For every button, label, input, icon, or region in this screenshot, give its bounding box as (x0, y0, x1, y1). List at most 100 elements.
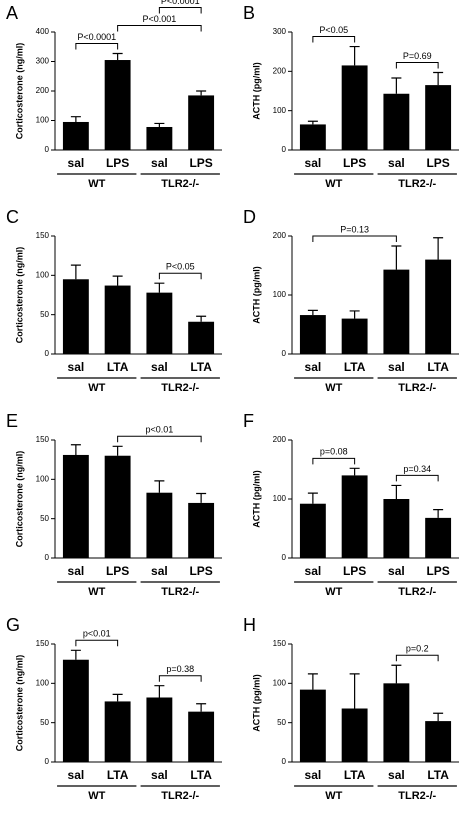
significance-label: p=0.2 (406, 644, 429, 654)
significance-label: p<0.01 (83, 629, 111, 639)
y-tick-label: 150 (36, 231, 50, 240)
y-tick-label: 0 (282, 757, 287, 766)
x-tick-label: sal (68, 156, 85, 170)
y-tick-label: 400 (36, 27, 50, 36)
bar (341, 318, 368, 354)
error-bar (112, 445, 123, 456)
group-label: TLR2-/- (161, 382, 199, 394)
y-tick-label: 0 (282, 553, 287, 562)
x-tick-label: LTA (344, 360, 366, 374)
error-bar (391, 77, 402, 94)
y-tick-label: 100 (36, 678, 50, 687)
panel-letter: B (243, 3, 255, 23)
x-tick-label: LPS (343, 156, 366, 170)
bar (62, 121, 89, 150)
bar (299, 124, 326, 150)
significance-label: P<0.0001 (161, 0, 200, 6)
x-tick-label: sal (305, 564, 322, 578)
error-bar (433, 712, 444, 722)
significance-bracket (75, 639, 119, 647)
bar (425, 259, 452, 354)
bar (104, 60, 131, 150)
y-tick-label: 200 (36, 86, 50, 95)
y-tick-label: 300 (273, 27, 287, 36)
panel-letter: A (6, 3, 18, 23)
significance-bracket (395, 474, 439, 482)
significance-bracket (312, 235, 397, 243)
y-axis-label: ACTH (pg/ml) (251, 674, 261, 732)
bar (383, 499, 410, 558)
significance-bracket (117, 25, 202, 32)
y-tick-label: 0 (45, 349, 50, 358)
x-tick-label: sal (305, 360, 322, 374)
error-bar (196, 90, 207, 96)
significance-bracket (395, 62, 439, 69)
error-bar (391, 484, 402, 499)
y-axis-label: ACTH (pg/ml) (251, 266, 261, 324)
y-tick-label: 100 (273, 290, 287, 299)
y-tick-label: 0 (45, 553, 50, 562)
bar (188, 711, 215, 762)
bar (188, 95, 215, 150)
x-tick-label: LPS (426, 156, 449, 170)
significance-label: p=0.34 (403, 464, 431, 474)
x-tick-label: sal (68, 768, 85, 782)
bar (62, 659, 89, 762)
error-bar (154, 282, 165, 293)
bar (104, 285, 131, 354)
x-tick-label: sal (388, 156, 405, 170)
bar (383, 683, 410, 762)
group-label: TLR2-/- (398, 178, 436, 190)
significance-bracket (158, 675, 202, 682)
bar (146, 697, 173, 762)
error-bar (112, 275, 123, 286)
y-tick-label: 100 (36, 270, 50, 279)
y-tick-label: 300 (36, 57, 50, 66)
bar (104, 701, 131, 762)
y-tick-label: 100 (273, 678, 287, 687)
y-tick-label: 100 (273, 494, 287, 503)
x-tick-label: LPS (343, 564, 366, 578)
x-tick-label: LTA (107, 768, 129, 782)
error-bar (196, 315, 207, 322)
significance-label: P<0.05 (166, 262, 195, 272)
significance-label: p=0.38 (166, 664, 194, 674)
error-bar (154, 122, 165, 127)
y-tick-label: 150 (36, 435, 50, 444)
x-tick-label: sal (305, 156, 322, 170)
y-axis-label: Corticosterone (ng/ml) (14, 655, 24, 752)
error-bar (196, 703, 207, 712)
error-bar (349, 45, 360, 66)
panel-letter: D (243, 207, 256, 227)
y-axis-label: ACTH (pg/ml) (251, 62, 261, 120)
x-tick-label: LTA (427, 768, 449, 782)
significance-bracket (158, 272, 202, 280)
group-label: WT (88, 586, 105, 598)
bar (341, 65, 368, 150)
x-tick-label: LPS (106, 156, 129, 170)
bar (299, 315, 326, 354)
x-tick-label: sal (388, 768, 405, 782)
bar (188, 321, 215, 354)
bar (425, 85, 452, 150)
x-tick-label: LTA (107, 360, 129, 374)
y-axis-label: Corticosterone (ng/ml) (14, 247, 24, 344)
bar (383, 269, 410, 354)
group-label: WT (325, 382, 342, 394)
group-label: WT (88, 382, 105, 394)
y-tick-label: 50 (40, 718, 49, 727)
error-bar (433, 237, 444, 260)
x-tick-label: sal (388, 360, 405, 374)
x-tick-label: LTA (190, 360, 212, 374)
x-tick-label: sal (151, 360, 168, 374)
y-tick-label: 150 (36, 639, 50, 648)
significance-bracket (395, 654, 439, 662)
x-tick-label: LPS (426, 564, 449, 578)
panel-letter: F (243, 411, 254, 431)
error-bar (70, 649, 81, 660)
group-label: TLR2-/- (398, 790, 436, 802)
bar (146, 126, 173, 150)
bar (341, 708, 368, 762)
bar (188, 502, 215, 558)
